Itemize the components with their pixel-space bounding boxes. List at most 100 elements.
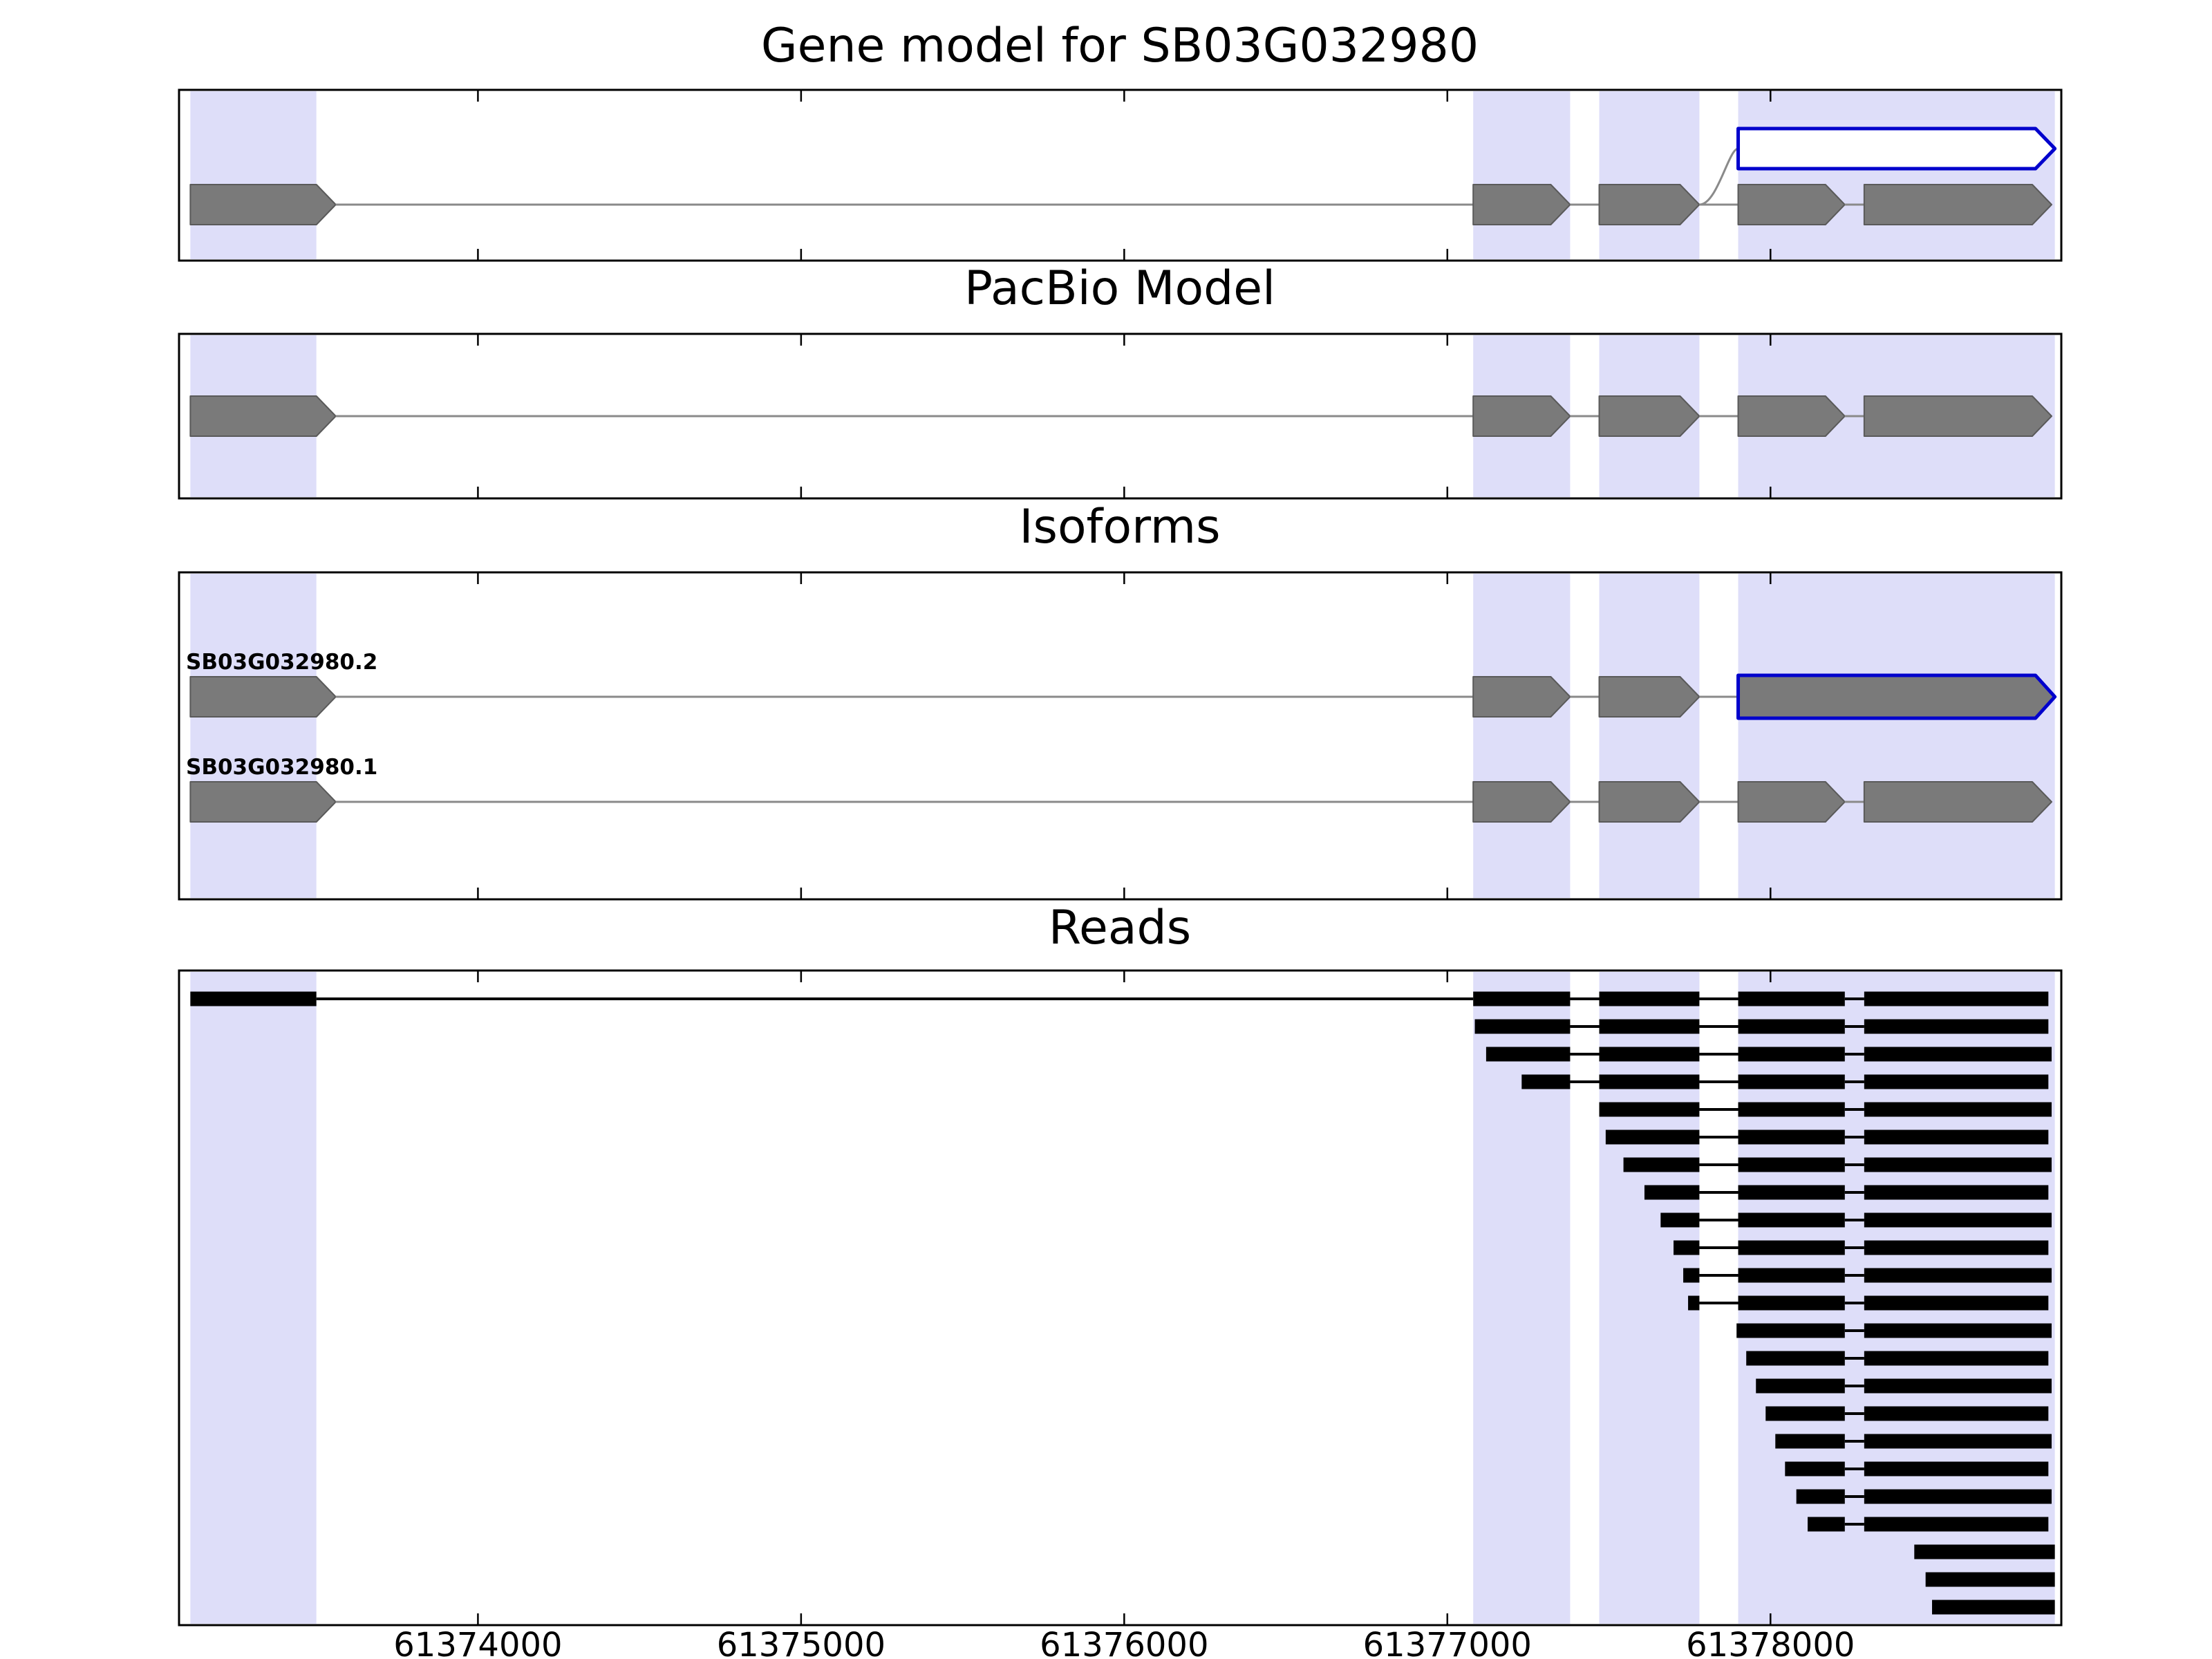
exon-highlight-band [1599, 972, 1700, 1624]
x-tick-label: 61377000 [1363, 1626, 1532, 1659]
exon [1737, 395, 1846, 437]
read-segment [1864, 1406, 2049, 1421]
read-segment [1683, 1268, 1700, 1283]
x-tick-label: 61374000 [393, 1626, 562, 1659]
exon [1472, 781, 1571, 823]
read-segment [1738, 991, 1845, 1006]
read-segment [1808, 1517, 1845, 1532]
read-segment [1864, 1074, 2049, 1089]
read-segment [1864, 1351, 2049, 1366]
read-segment [1864, 1047, 2052, 1062]
exon [1863, 184, 2052, 225]
read-segment [1738, 1130, 1845, 1145]
exon-highlight-band [1599, 91, 1700, 259]
exon-highlight-band [1738, 91, 2055, 259]
gene-model-title: Gene model for SB03G032980 [760, 19, 1479, 73]
read-segment [1864, 1157, 2052, 1172]
read-segment [1864, 1019, 2049, 1034]
exon-highlight-band [1473, 972, 1571, 1624]
read-segment [1473, 991, 1571, 1006]
exon-highlight-band [1473, 574, 1571, 898]
isoform-label: SB03G032980.1 [186, 755, 377, 780]
pacbio-title: PacBio Model [964, 261, 1275, 316]
read-segment [1864, 1434, 2052, 1449]
exon [1737, 781, 1846, 823]
exon [1598, 676, 1700, 718]
read-segment [1864, 1102, 2052, 1117]
exon-highlight-band [190, 972, 317, 1624]
exon [1863, 781, 2052, 823]
isoform-highlight-exon [1736, 673, 2057, 720]
read-segment [1864, 1212, 2052, 1228]
x-tick-label: 61378000 [1686, 1626, 1855, 1659]
exon [1863, 395, 2052, 437]
x-tick-label: 61375000 [717, 1626, 885, 1659]
read-segment [1738, 1157, 1845, 1172]
read-segment [1485, 1047, 1571, 1062]
read-segment [1521, 1074, 1571, 1089]
read-segment [1765, 1406, 1845, 1421]
exon [1472, 395, 1571, 437]
read-segment [1864, 1517, 2049, 1532]
read-segment [1864, 1268, 2052, 1283]
read-segment [1688, 1295, 1700, 1311]
read-segment [1864, 1240, 2049, 1255]
read-segment [1644, 1185, 1700, 1200]
read-segment [1738, 1212, 1845, 1228]
read-segment [1738, 1047, 1845, 1062]
read-segment [1599, 1019, 1700, 1034]
read-segment [1756, 1378, 1845, 1394]
exon [1472, 184, 1571, 225]
exon-highlight-band [1738, 574, 2055, 898]
exon [1598, 184, 1700, 225]
read-segment [1864, 991, 2049, 1006]
read-segment [1932, 1600, 2055, 1615]
gene-model-panel-frame [178, 88, 2063, 262]
read-segment [1599, 1074, 1700, 1089]
exon [1472, 676, 1571, 718]
exon [1737, 184, 1846, 225]
read-segment [1796, 1489, 1845, 1504]
read-segment [1674, 1240, 1700, 1255]
pacbio-panel-frame [178, 332, 2063, 500]
reads-panel-frame [178, 969, 2063, 1627]
exon-highlight-band [190, 91, 317, 259]
read-segment [1738, 1295, 1845, 1311]
read-segment [1660, 1212, 1700, 1228]
read-segment [1914, 1544, 2055, 1559]
isoform-label: SB03G032980.2 [186, 650, 377, 675]
read-segment [1864, 1461, 2049, 1477]
read-segment [1746, 1351, 1845, 1366]
exon [1598, 781, 1700, 823]
read-segment [1474, 1019, 1571, 1034]
read-segment [1864, 1378, 2052, 1394]
read-segment [1623, 1157, 1700, 1172]
alt-exon-highlight [1736, 126, 2057, 171]
exon [1598, 395, 1700, 437]
read-segment [1599, 1047, 1700, 1062]
isoforms-title: Isoforms [1019, 500, 1221, 554]
read-segment [1599, 1102, 1700, 1117]
read-segment [1738, 1240, 1845, 1255]
read-segment [1738, 1102, 1845, 1117]
exon-highlight-band [1473, 91, 1571, 259]
exon [189, 395, 337, 437]
read-segment [1925, 1572, 2055, 1587]
isoforms-panel-frame [178, 571, 2063, 901]
exon [189, 184, 337, 225]
reads-title: Reads [1048, 901, 1192, 955]
read-segment [1738, 1268, 1845, 1283]
read-segment [1864, 1489, 2052, 1504]
exon [189, 676, 337, 718]
read-segment [1738, 1185, 1845, 1200]
read-segment [1785, 1461, 1845, 1477]
read-segment [1599, 991, 1700, 1006]
read-segment [1864, 1185, 2049, 1200]
read-segment [1736, 1323, 1845, 1338]
read-segment [1738, 1019, 1845, 1034]
alt-exon-connector [1699, 147, 1739, 206]
read-segment [1864, 1323, 2052, 1338]
read-segment [190, 991, 317, 1006]
